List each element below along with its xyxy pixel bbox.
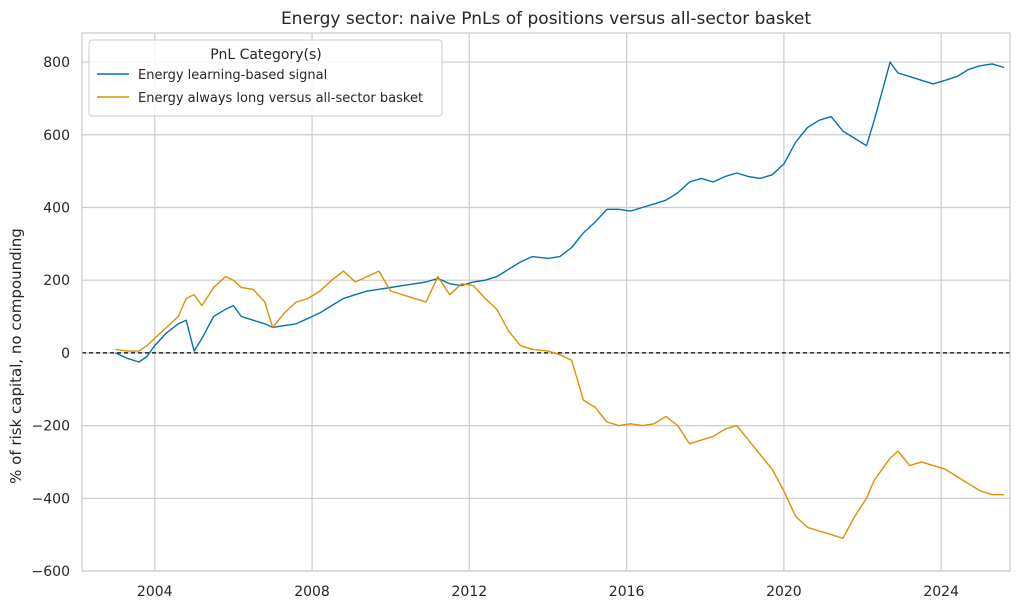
x-tick-labels: 2004 2008 2012 2016 2020 2024 — [137, 584, 959, 600]
chart-title: Energy sector: naive PnLs of positions v… — [281, 9, 811, 29]
y-tick-label: −200 — [32, 419, 70, 435]
series-lines — [115, 61, 1005, 539]
y-tick-label: −400 — [32, 491, 70, 507]
x-tick-label: 2016 — [609, 584, 645, 600]
legend-title: PnL Category(s) — [210, 47, 322, 63]
y-tick-label: 600 — [43, 128, 70, 144]
legend-box — [88, 39, 443, 117]
y-tick-label: 200 — [43, 273, 70, 289]
legend-label-always-long: Energy always long versus all-sector bas… — [138, 91, 423, 106]
x-tick-label: 2008 — [294, 584, 330, 600]
x-tick-label: 2012 — [452, 584, 488, 600]
y-tick-labels: −600 −400 −200 0 200 400 600 800 — [32, 55, 70, 580]
y-tick-label: 800 — [43, 55, 70, 71]
series-line-always-long — [115, 270, 1005, 539]
plot-frame — [81, 32, 1011, 572]
y-tick-label: 400 — [43, 200, 70, 216]
x-tick-label: 2020 — [766, 584, 802, 600]
y-tick-label: 0 — [61, 346, 70, 362]
legend: PnL Category(s) Energy learning-based si… — [88, 39, 443, 117]
legend-label-learning-signal: Energy learning-based signal — [138, 68, 327, 83]
x-tick-label: 2024 — [923, 584, 959, 600]
y-axis-label: % of risk capital, no compounding — [7, 228, 25, 484]
series-line-learning-signal — [115, 61, 1005, 363]
y-tick-label: −600 — [32, 564, 70, 580]
x-tick-label: 2004 — [137, 584, 173, 600]
